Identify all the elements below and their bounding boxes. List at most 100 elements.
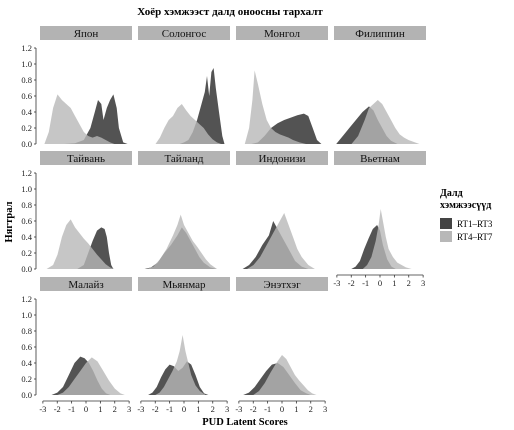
- x-tick-label: 2: [309, 404, 313, 414]
- y-tick-label: 1.0: [21, 310, 32, 320]
- panel-title: Филиппин: [355, 28, 405, 40]
- y-tick-label: 0.8: [21, 200, 32, 210]
- panel-strip: [334, 26, 426, 40]
- panel-индонизи: Индонизи: [236, 151, 328, 269]
- panel-strip: [236, 277, 328, 291]
- density-rt4-rt7: [155, 335, 206, 395]
- panel-title: Вьетнам: [360, 153, 400, 165]
- density-rt4-rt7: [46, 219, 115, 269]
- density-rt4-rt7: [362, 209, 412, 269]
- x-tick-label: 1: [392, 278, 396, 288]
- x-tick-label: 1: [294, 404, 298, 414]
- x-tick-label: -2: [250, 404, 257, 414]
- x-tick-label: 3: [225, 404, 229, 414]
- panel-title: Солонгос: [162, 28, 207, 40]
- density-rt4-rt7: [253, 355, 317, 395]
- y-tick-label: 0.2: [21, 123, 32, 133]
- x-tick-label: 0: [378, 278, 382, 288]
- panel-вьетнам: Вьетнам -3 -2 -1 0 1 2 3: [333, 151, 426, 288]
- y-tick-label: 0.4: [21, 358, 32, 368]
- x-tick-label: 0: [280, 404, 284, 414]
- legend-label-rt1-rt3: RT1–RT3: [457, 219, 493, 229]
- panel-солонгос: Солонгос: [138, 26, 230, 144]
- y-tick-label: 0.2: [21, 374, 32, 384]
- x-tick-label: 0: [84, 404, 88, 414]
- legend-label-rt4-rt7: RT4–RT7: [457, 232, 493, 242]
- y-tick-label: 1.2: [21, 294, 32, 304]
- x-tick-label: 2: [211, 404, 215, 414]
- panel-strip: [40, 26, 132, 40]
- x-tick-label: 3: [127, 404, 131, 414]
- panel-strip: [236, 26, 328, 40]
- panel-strip: [138, 26, 230, 40]
- legend-swatch-rt1-rt3: [440, 218, 452, 229]
- density-rt4-rt7: [244, 70, 307, 144]
- panel-strip: [334, 151, 426, 165]
- x-tick-label: -3: [333, 278, 340, 288]
- panel-title: Япон: [74, 28, 99, 40]
- panel-strip: [40, 277, 132, 291]
- panel-title: Малайз: [68, 279, 103, 291]
- y-axis-title: Нягтрал: [4, 201, 15, 242]
- x-tick-label: 1: [196, 404, 200, 414]
- x-tick-label: -2: [348, 278, 355, 288]
- x-tick-label: 2: [407, 278, 411, 288]
- x-tick-label: -1: [68, 404, 75, 414]
- x-tick-label: -2: [54, 404, 61, 414]
- panel-монгол: Монгол: [236, 26, 328, 144]
- panel-тайланд: Тайланд: [138, 151, 230, 269]
- y-tick-label: 1.0: [21, 59, 32, 69]
- x-tick-label: 0: [182, 404, 186, 414]
- y-tick-label: 1.0: [21, 184, 32, 194]
- panel-strip: [40, 151, 132, 165]
- panel-япон: Япон 0.0 0.2 0.4 0.6 0.8 1.0 1.2: [21, 26, 132, 149]
- panel-strip: [138, 277, 230, 291]
- density-rt4-rt7: [146, 214, 217, 269]
- y-tick-label: 0.0: [21, 390, 32, 400]
- density-rt4-rt7: [155, 104, 222, 144]
- y-tick-label: 1.2: [21, 168, 32, 178]
- panel-title: Тайвань: [67, 153, 105, 165]
- x-tick-label: 1: [98, 404, 102, 414]
- panel-title: Тайланд: [164, 153, 203, 165]
- x-tick-label: -3: [39, 404, 46, 414]
- panel-title: Индонизи: [259, 153, 306, 165]
- panel-title: Монгол: [264, 28, 300, 40]
- x-tick-label: -3: [137, 404, 144, 414]
- y-tick-label: 0.8: [21, 326, 32, 336]
- x-tick-label: -1: [264, 404, 271, 414]
- facet-panels: Япон 0.0 0.2 0.4 0.6 0.8 1.0 1.2 Солонгос Монгол Ф…: [21, 26, 426, 414]
- y-tick-label: 1.2: [21, 43, 32, 53]
- chart-title: Хоёр хэмжээст далд оноосны тархалт: [137, 6, 323, 18]
- x-tick-label: -2: [152, 404, 159, 414]
- panel-strip: [138, 151, 230, 165]
- x-tick-label: -1: [166, 404, 173, 414]
- panel-strip: [236, 151, 328, 165]
- x-tick-label: -1: [362, 278, 369, 288]
- legend: Далд хэмжээсүүд RT1–RT3 RT4–RT7: [440, 188, 493, 242]
- x-axis-title: PUD Latent Scores: [202, 417, 288, 428]
- y-tick-label: 0.0: [21, 264, 32, 274]
- x-tick-label: -3: [235, 404, 242, 414]
- density-rt4-rt7: [351, 100, 420, 144]
- legend-title-line1: Далд: [440, 188, 463, 199]
- y-tick-label: 0.0: [21, 139, 32, 149]
- y-tick-label: 0.6: [21, 91, 32, 101]
- y-tick-label: 0.6: [21, 216, 32, 226]
- y-tick-label: 0.8: [21, 75, 32, 85]
- x-tick-label: 2: [113, 404, 117, 414]
- panel-title: Энэтхэг: [263, 279, 301, 291]
- y-tick-label: 0.2: [21, 248, 32, 258]
- y-tick-label: 0.6: [21, 342, 32, 352]
- density-rt1-rt3: [64, 94, 128, 144]
- density-rt4-rt7: [44, 94, 115, 144]
- panel-title: Мьянмар: [162, 279, 206, 291]
- density-rt1-rt3: [179, 68, 225, 144]
- legend-title-line2: хэмжээсүүд: [440, 200, 491, 211]
- density-rt4-rt7: [57, 357, 125, 395]
- panel-мьянмар: Мьянмар -3 -2 -1 0 1 2 3: [137, 277, 230, 414]
- y-tick-label: 0.4: [21, 107, 32, 117]
- panel-филиппин: Филиппин: [334, 26, 426, 144]
- panel-малайз: Малайз 0.0 0.2 0.4 0.6 0.8 1.0 1.2 -3 -2 -1 0 1 2 3: [21, 277, 132, 414]
